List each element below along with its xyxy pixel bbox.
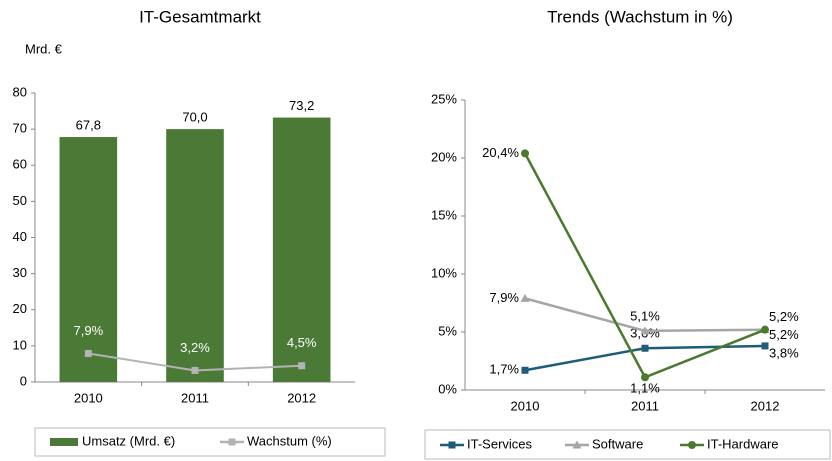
y-tick-label: 80 [13, 84, 27, 99]
value-label: 70,0 [182, 110, 207, 125]
value-label: 73,2 [289, 98, 314, 113]
marker [520, 293, 530, 302]
legend-label: IT-Services [467, 436, 533, 451]
legend-box [34, 427, 386, 457]
value-label: 5,2% [769, 309, 799, 324]
value-label: 5,1% [630, 308, 660, 323]
marker [688, 441, 696, 449]
chart-title: Trends (Wachstum in %) [547, 7, 733, 26]
y-tick-label: 5% [438, 323, 457, 338]
chart-title: IT-Gesamtmarkt [139, 7, 261, 26]
marker [761, 325, 769, 334]
legend-label: Wachstum (%) [247, 433, 332, 448]
x-tick-label: 2010 [511, 398, 540, 413]
y-tick-label: 20 [13, 301, 27, 316]
marker [228, 438, 236, 446]
value-label: 3,8% [769, 345, 799, 360]
marker [298, 362, 306, 370]
bar [272, 117, 331, 382]
marker [641, 344, 649, 352]
value-label: 7,9% [74, 323, 104, 338]
legend-label: Software [592, 436, 643, 451]
x-tick-label: 2012 [751, 398, 780, 413]
marker [641, 373, 649, 382]
y-tick-label: 15% [431, 207, 457, 222]
y-tick-label: 60 [13, 157, 27, 172]
y-tick-label: 0% [438, 381, 457, 396]
marker [521, 149, 529, 158]
value-label: 1,1% [630, 381, 660, 396]
marker [521, 366, 529, 374]
y-tick-label: 50 [13, 193, 27, 208]
unit-label: Mrd. € [25, 41, 63, 56]
y-tick-label: 0 [20, 373, 27, 388]
x-tick-label: 2010 [74, 390, 103, 405]
y-tick-label: 25% [431, 91, 457, 106]
value-label: 67,8 [76, 118, 101, 133]
x-tick-label: 2011 [631, 398, 659, 413]
legend-label: Umsatz (Mrd. €) [82, 433, 175, 448]
legend-box [424, 429, 831, 460]
x-tick-label: 2011 [181, 390, 209, 405]
marker [761, 342, 769, 350]
y-tick-label: 70 [13, 121, 27, 136]
y-tick-label: 40 [13, 229, 27, 244]
y-tick-label: 10% [431, 265, 457, 280]
x-tick-label: 2012 [287, 390, 316, 405]
marker [191, 366, 199, 374]
bar [59, 137, 118, 382]
value-label: 4,5% [287, 335, 317, 350]
marker [84, 349, 92, 357]
marker [448, 441, 456, 449]
legend-label: IT-Hardware [707, 436, 779, 451]
legend-swatch [50, 438, 78, 446]
y-tick-label: 10 [13, 337, 27, 352]
bar [166, 129, 224, 382]
value-label: 1,7% [489, 362, 519, 377]
y-tick-label: 30 [13, 265, 27, 280]
value-label: 5,2% [769, 327, 799, 342]
y-tick-label: 20% [431, 149, 457, 164]
value-label: 7,9% [489, 290, 519, 305]
marker [572, 440, 582, 449]
value-label: 3,2% [180, 340, 210, 355]
value-label: 20,4% [482, 145, 519, 160]
line [523, 152, 766, 379]
marker [640, 326, 650, 335]
